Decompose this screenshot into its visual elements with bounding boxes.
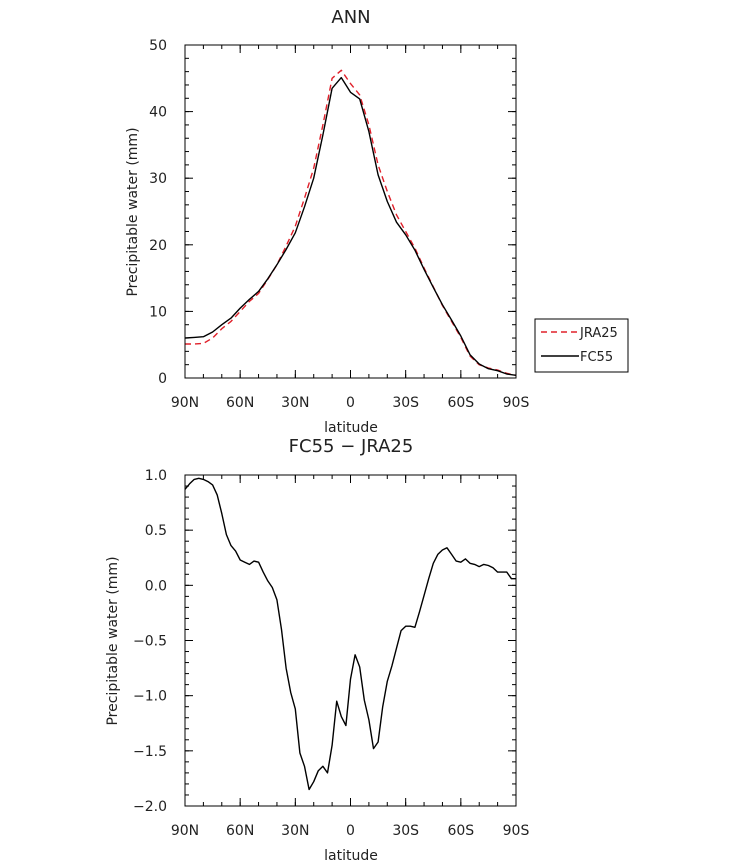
y-tick-label: 10 bbox=[149, 304, 167, 320]
y-tick-label: −0.5 bbox=[133, 634, 167, 650]
annual-panel-frame bbox=[184, 44, 517, 379]
series-line-difference bbox=[184, 477, 516, 791]
difference-panel-frame bbox=[184, 474, 517, 807]
annual-panel-y-axis-label: Precipitable water (mm) bbox=[125, 127, 141, 296]
annual-panel-x-axis-label: latitude bbox=[324, 420, 378, 436]
difference-panel: FC55 − JRA25 Precipitable water (mm) lat… bbox=[105, 436, 529, 864]
annual-panel-title: ANN bbox=[331, 7, 370, 28]
x-tick-label: 90S bbox=[503, 823, 530, 839]
y-tick-label: −1.0 bbox=[133, 689, 167, 705]
x-tick-label: 30N bbox=[281, 395, 309, 411]
y-tick-label: 50 bbox=[149, 38, 167, 54]
x-tick-label: 60N bbox=[226, 823, 254, 839]
legend-box bbox=[534, 318, 629, 373]
x-tick-label: 60S bbox=[447, 395, 474, 411]
series-line-jra25 bbox=[185, 69, 517, 376]
y-tick-label: 0.0 bbox=[145, 578, 167, 594]
annual-panel: ANN Precipitable water (mm) latitude 90N… bbox=[125, 7, 629, 436]
y-tick-label: 40 bbox=[149, 105, 167, 121]
y-tick-label: 30 bbox=[149, 171, 167, 187]
x-tick-label: 90N bbox=[171, 823, 199, 839]
legend-label-fc55: FC55 bbox=[580, 350, 613, 365]
y-tick-label: 0 bbox=[158, 371, 167, 387]
y-tick-label: 20 bbox=[149, 238, 167, 254]
y-tick-label: 0.5 bbox=[145, 523, 167, 539]
y-tick-label: −1.5 bbox=[133, 744, 167, 760]
difference-panel-y-axis-label: Precipitable water (mm) bbox=[105, 556, 121, 725]
difference-panel-x-axis-label: latitude bbox=[324, 848, 378, 864]
difference-panel-title: FC55 − JRA25 bbox=[289, 436, 414, 457]
x-tick-label: 30S bbox=[392, 395, 419, 411]
annual-panel-legend: JRA25 FC55 bbox=[534, 318, 629, 373]
legend-label-jra25: JRA25 bbox=[579, 326, 618, 341]
x-tick-label: 30S bbox=[392, 823, 419, 839]
x-tick-label: 90N bbox=[171, 395, 199, 411]
y-tick-label: 1.0 bbox=[145, 468, 167, 484]
y-tick-label: −2.0 bbox=[133, 799, 167, 815]
x-tick-label: 0 bbox=[346, 395, 355, 411]
x-tick-label: 90S bbox=[503, 395, 530, 411]
series-line-fc55 bbox=[184, 76, 517, 376]
x-tick-label: 30N bbox=[281, 823, 309, 839]
x-tick-label: 60N bbox=[226, 395, 254, 411]
x-tick-label: 60S bbox=[447, 823, 474, 839]
x-tick-label: 0 bbox=[346, 823, 355, 839]
